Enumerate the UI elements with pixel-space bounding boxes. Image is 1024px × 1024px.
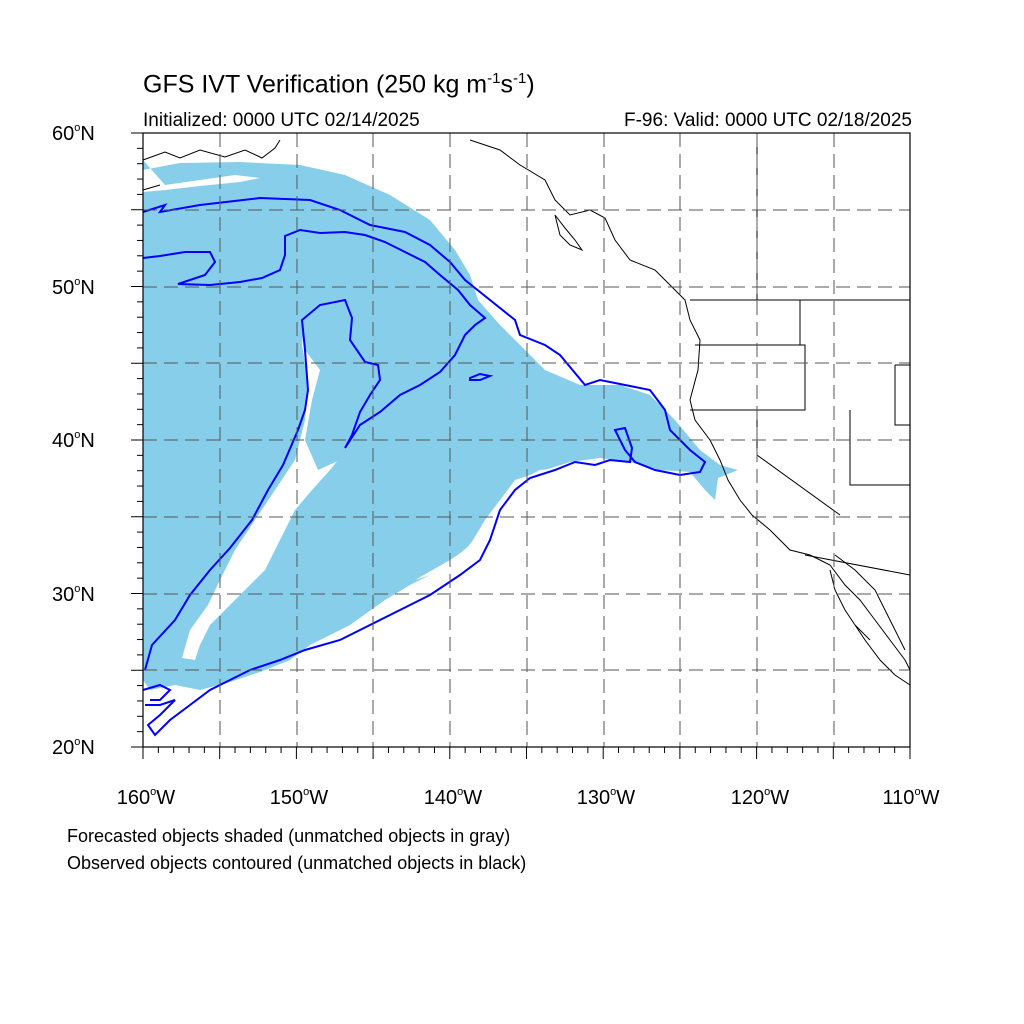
- chart-title: GFS IVT Verification (250 kg m-1s-1): [143, 70, 535, 99]
- coastline-bc-canada: [469, 139, 911, 671]
- lat-label-20: 20oN: [52, 736, 95, 759]
- observed-contour-small: [469, 372, 494, 381]
- observed-contour-inner: [142, 228, 487, 671]
- lat-label-50: 50oN: [52, 276, 95, 299]
- coastline-gulf-california: [834, 554, 906, 651]
- coastline-baja: [829, 569, 911, 686]
- observed-contour-bottom: [142, 683, 172, 701]
- tick-marks: [131, 132, 911, 759]
- legend-note-forecast: Forecasted objects shaded (unmatched obj…: [67, 826, 511, 846]
- forecast-object-mid: [265, 348, 300, 380]
- graticule: [143, 133, 910, 747]
- forecast-object-upper: [275, 190, 445, 470]
- forecast-objects: [143, 160, 738, 690]
- legend-note-observed: Observed objects contoured (unmatched ob…: [67, 853, 527, 873]
- lat-label-40: 40oN: [52, 429, 95, 452]
- lon-label-160w: 160oW: [116, 786, 176, 809]
- lat-label-60: 60oN: [52, 122, 95, 145]
- lon-label-120w: 120oW: [730, 786, 790, 809]
- lon-label-110w: 110oW: [882, 786, 940, 809]
- valid-time: F-96: Valid: 0000 UTC 02/18/2025: [624, 110, 912, 131]
- coastline-alaska: [142, 139, 281, 191]
- lon-label-150w: 150oW: [269, 786, 329, 809]
- lon-label-140w: 140oW: [423, 786, 483, 809]
- lat-label-30: 30oN: [52, 583, 95, 606]
- init-time: Initialized: 0000 UTC 02/14/2025: [143, 110, 420, 131]
- coastline-vancouver-island: [554, 214, 584, 252]
- forecast-object-main: [143, 160, 738, 690]
- lon-label-130w: 130oW: [576, 786, 636, 809]
- border-states: [690, 135, 911, 576]
